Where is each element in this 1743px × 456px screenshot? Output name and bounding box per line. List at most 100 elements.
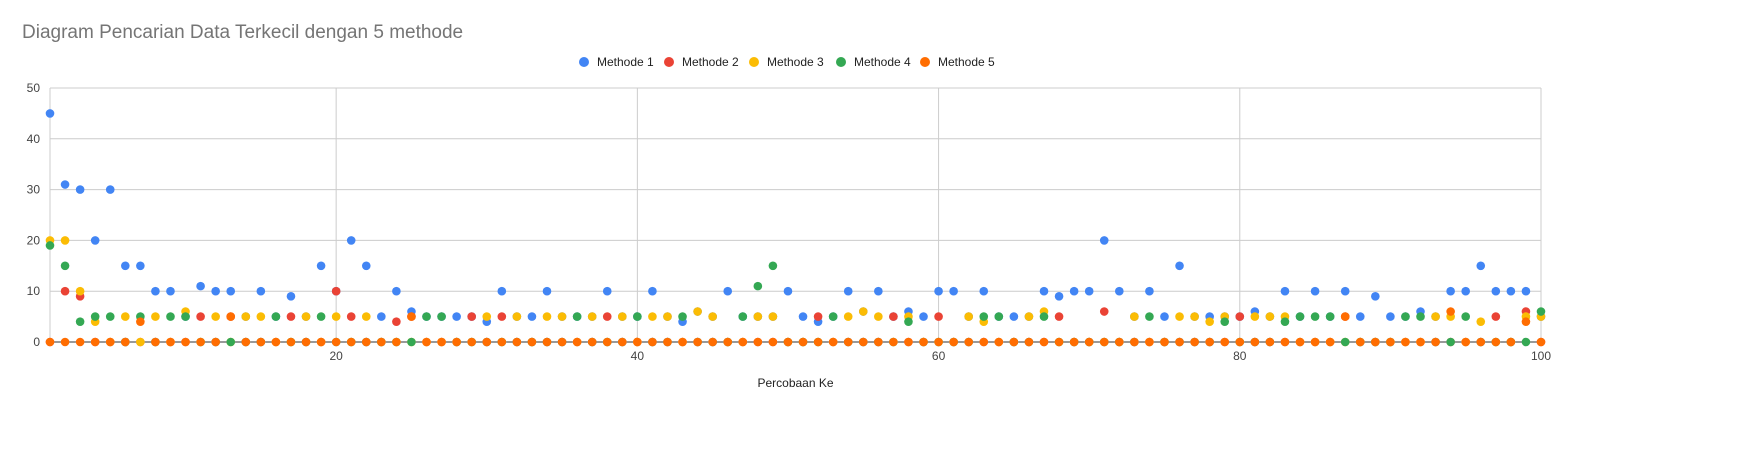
data-point-series-3: [964, 312, 973, 321]
data-point-series-1: [256, 286, 266, 296]
chart-title: Diagram Pencarian Data Terkecil dengan 5…: [22, 22, 464, 43]
data-point-series-4: [1401, 312, 1410, 321]
data-point-series-1: [542, 286, 552, 296]
data-point-series-1: [979, 286, 989, 296]
data-point-series-5: [979, 337, 989, 347]
data-point-series-2: [934, 312, 943, 321]
data-point-series-5: [1295, 337, 1305, 347]
data-point-series-4: [422, 312, 431, 321]
data-point-series-5: [1340, 312, 1350, 321]
data-point-series-1: [648, 286, 657, 296]
data-point-series-5: [1461, 337, 1470, 347]
data-point-series-3: [512, 312, 522, 321]
data-point-series-5: [512, 337, 522, 347]
x-axis-title: Percobaan Ke: [757, 376, 833, 390]
data-point-series-5: [964, 337, 973, 347]
data-point-series-5: [1115, 337, 1124, 347]
legend-item-1[interactable]: Methode 1: [579, 55, 654, 69]
data-point-series-3: [843, 312, 853, 321]
data-point-series-5: [226, 312, 236, 321]
data-point-series-5: [1250, 337, 1260, 347]
data-point-series-2: [497, 312, 507, 321]
data-point-series-3: [75, 286, 85, 296]
data-point-series-2: [331, 286, 341, 296]
data-point-series-3: [753, 312, 763, 321]
data-point-series-1: [1084, 286, 1094, 296]
data-point-series-5: [768, 337, 778, 347]
data-point-series-3: [663, 312, 672, 321]
data-point-series-1: [874, 286, 883, 296]
legend-label: Methode 1: [597, 55, 654, 69]
data-point-series-1: [1491, 286, 1501, 296]
data-point-series-1: [151, 286, 160, 296]
y-tick-label: 0: [33, 335, 40, 349]
data-point-series-2: [1235, 312, 1245, 321]
legend: Methode 1 Methode 2 Methode 3 Methode 4 Meth…: [579, 55, 995, 69]
data-point-series-3: [256, 312, 266, 321]
data-point-series-5: [75, 337, 85, 347]
legend-label: Methode 4: [854, 55, 911, 69]
data-point-series-1: [121, 261, 130, 271]
data-point-series-5: [301, 337, 311, 347]
data-point-series-3: [1130, 312, 1139, 321]
data-point-series-4: [45, 241, 55, 250]
data-point-series-5: [241, 337, 251, 347]
data-point-series-3: [1265, 312, 1275, 321]
legend-item-2[interactable]: Methode 2: [664, 55, 739, 69]
data-point-series-3: [301, 312, 311, 321]
data-point-series-5: [1024, 337, 1034, 347]
data-point-series-5: [678, 337, 687, 347]
data-point-series-3: [1190, 312, 1199, 321]
data-point-series-4: [1416, 312, 1425, 321]
data-point-series-5: [136, 317, 145, 326]
data-point-series-5: [1220, 337, 1230, 347]
data-point-series-1: [1386, 312, 1395, 321]
data-point-series-3: [542, 312, 552, 321]
data-point-series-1: [136, 261, 145, 271]
data-point-series-4: [407, 337, 416, 347]
data-point-series-1: [919, 312, 928, 321]
data-point-series-1: [497, 286, 507, 296]
data-point-series-1: [798, 312, 808, 321]
data-point-series-1: [346, 236, 356, 245]
data-point-series-4: [437, 312, 446, 321]
data-point-series-3: [557, 312, 567, 321]
x-tick-label: 40: [631, 349, 645, 363]
data-point-series-4: [181, 312, 190, 321]
data-point-series-5: [256, 337, 266, 347]
data-point-series-2: [467, 312, 476, 321]
data-point-series-5: [858, 337, 868, 347]
data-point-series-4: [1340, 337, 1350, 347]
data-point-series-5: [361, 337, 371, 347]
legend-item-5[interactable]: Methode 5: [920, 55, 995, 69]
data-point-series-5: [151, 337, 160, 347]
data-point-series-5: [663, 337, 672, 347]
data-point-series-2: [602, 312, 612, 321]
data-point-series-4: [226, 337, 236, 347]
data-point-series-5: [602, 337, 612, 347]
data-point-series-4: [60, 261, 70, 271]
data-point-series-2: [889, 312, 898, 321]
data-point-series-5: [271, 337, 281, 347]
data-point-series-1: [1054, 291, 1064, 301]
legend-item-3[interactable]: Methode 3: [749, 55, 824, 69]
data-point-series-2: [1054, 312, 1064, 321]
data-point-series-5: [874, 337, 883, 347]
data-point-series-5: [557, 337, 567, 347]
data-point-series-2: [1099, 307, 1109, 316]
data-point-series-4: [572, 312, 582, 321]
data-point-series-5: [121, 337, 130, 347]
data-point-series-2: [813, 312, 823, 321]
data-point-series-5: [1401, 337, 1410, 347]
data-point-series-5: [1280, 337, 1290, 347]
data-point-series-1: [75, 185, 85, 194]
data-point-series-5: [1491, 337, 1501, 347]
data-point-series-5: [60, 337, 70, 347]
data-point-series-5: [994, 337, 1004, 347]
data-point-series-5: [1130, 337, 1139, 347]
data-point-series-4: [105, 312, 115, 321]
data-point-series-5: [407, 312, 416, 321]
legend-item-4[interactable]: Methode 4: [836, 55, 911, 69]
data-point-series-5: [392, 337, 401, 347]
data-point-series-5: [1446, 307, 1455, 316]
